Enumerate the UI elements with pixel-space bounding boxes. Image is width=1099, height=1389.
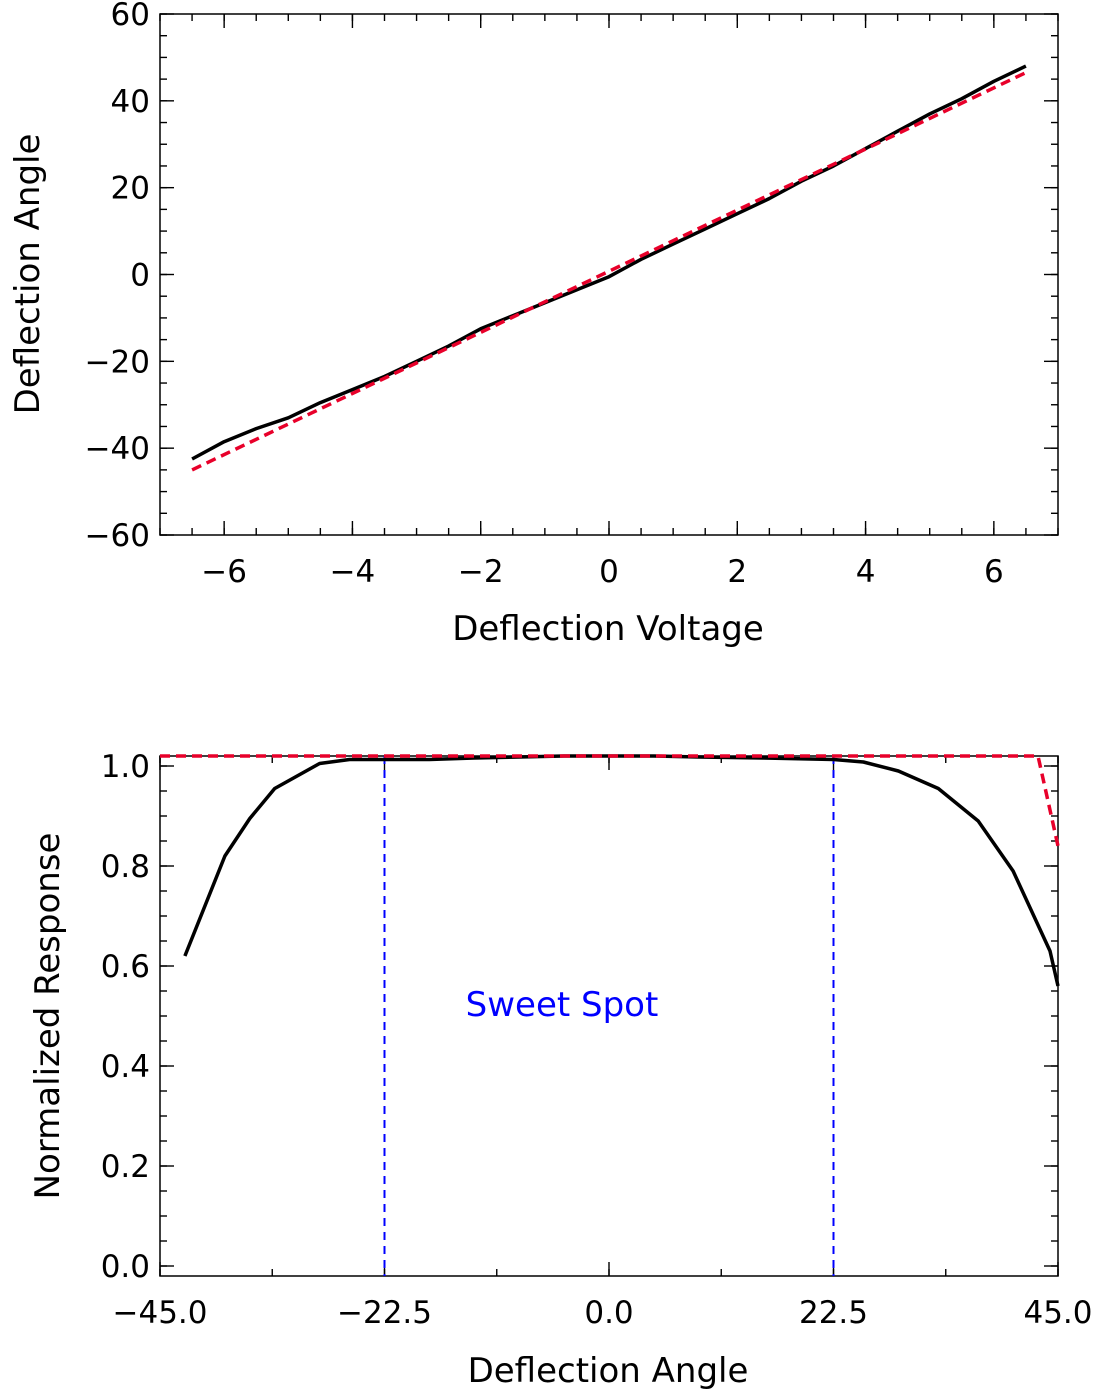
y-tick-label: 40: [111, 84, 150, 120]
series-line-solid-black: [183, 754, 1060, 987]
x-tick-label: −2: [458, 554, 504, 590]
x-tick-label: 0.0: [584, 1295, 633, 1331]
y-tick-label: 0.0: [101, 1249, 150, 1285]
y-tick-label: 0.6: [101, 949, 150, 985]
y-tick-label: 20: [111, 171, 150, 207]
y-tick-label: 0.4: [101, 1049, 150, 1085]
x-tick-label: −6: [201, 554, 247, 590]
x-tick-label: 0: [599, 554, 619, 590]
series-line-dashed-red: [160, 754, 1060, 847]
x-tick-label: 4: [856, 554, 876, 590]
y-axis-label: Deflection Angle: [8, 134, 48, 415]
x-tick-label: −4: [330, 554, 376, 590]
y-tick-label: 0.2: [101, 1149, 150, 1185]
series-line-dashed-red: [191, 71, 1027, 472]
x-axis-label: Deflection Voltage: [452, 609, 764, 649]
y-axis-label: Normalized Response: [28, 833, 68, 1200]
x-axis-label: Deflection Angle: [468, 1351, 749, 1389]
y-tick-label: 1.0: [101, 749, 150, 785]
chart-normalized-response-vs-angle: −45.0 −22.5 0.0 22.5 45.0 0.0 0.2 0.4 0.6 0.8 1.0 D…: [28, 749, 1093, 1389]
y-tick-label: −60: [85, 518, 150, 554]
x-tick-label: −22.5: [337, 1295, 432, 1331]
plot-frame: [159, 13, 1059, 536]
y-tick-label: −40: [85, 431, 150, 467]
x-tick-label: 2: [727, 554, 747, 590]
sweet-spot-annotation: Sweet Spot: [466, 985, 659, 1025]
x-tick-label: 22.5: [799, 1295, 868, 1331]
y-tick-label: 0: [130, 258, 150, 294]
x-tick-label: 6: [984, 554, 1004, 590]
x-tick-label: −45.0: [113, 1295, 208, 1331]
x-tick-label: 45.0: [1023, 1295, 1092, 1331]
series-line-solid-black: [191, 64, 1027, 461]
y-tick-label: 60: [111, 0, 150, 33]
y-tick-label: 0.8: [101, 849, 150, 885]
y-tick-label: −20: [85, 344, 150, 380]
